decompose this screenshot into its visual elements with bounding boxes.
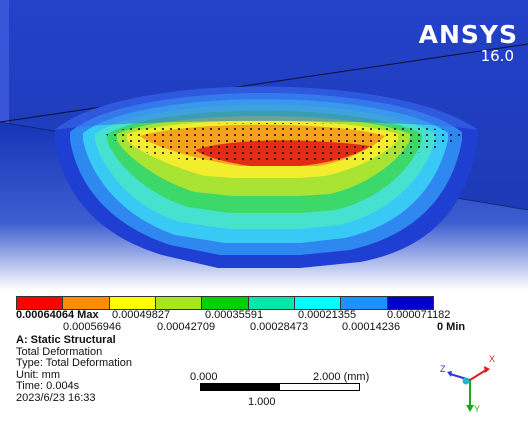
result-time: Time: 0.004s: [16, 380, 80, 393]
legend-label: 0.00056946: [63, 321, 122, 333]
block-edge-line: [0, 43, 528, 123]
block-edge: [0, 0, 9, 123]
legend-swatch: [17, 297, 64, 309]
y-arrow-icon: [466, 405, 474, 412]
z-label: Z: [440, 364, 446, 374]
color-legend: [16, 296, 434, 310]
analysis-title: A: Static Structural: [16, 334, 116, 346]
x-axis: [469, 369, 487, 381]
triad-origin: [462, 377, 470, 385]
legend-min-label: 0 Min: [437, 321, 466, 333]
scale-bar: [200, 383, 360, 391]
legend-label: 0.00035591: [205, 309, 264, 321]
x-arrow-icon: [484, 366, 490, 373]
axis-triad[interactable]: X Y Z: [438, 350, 498, 415]
result-name: Total Deformation: [16, 345, 103, 358]
brand-version: 16.0: [480, 47, 514, 65]
legend-swatch: [294, 297, 342, 309]
x-label: X: [489, 354, 495, 364]
legend-label: 0.00042709: [157, 321, 216, 333]
scale-right-label: 2.000 (mm): [313, 371, 370, 383]
result-unit: Unit: mm: [16, 368, 60, 381]
scale-mid-label: 1.000: [248, 396, 276, 408]
perforated-plate: [103, 123, 468, 164]
z-arrow-icon: [447, 371, 452, 377]
result-date: 2023/6/23 16:33: [16, 391, 96, 404]
legend-label: 0.00021355: [298, 309, 357, 321]
y-label: Y: [474, 404, 480, 414]
legend-swatch: [202, 297, 249, 309]
legend-swatch: [248, 297, 295, 309]
legend-label: 0.00014236: [342, 321, 401, 333]
brand-name: ANSYS: [418, 20, 518, 49]
legend-swatch: [387, 297, 433, 309]
legend-max-label: 0.00064064 Max: [16, 309, 99, 321]
legend-label: 0.000071182: [387, 309, 451, 321]
legend-swatch: [63, 297, 110, 309]
legend-label: 0.00028473: [250, 321, 309, 333]
ansys-logo: ANSYS 16.0: [418, 20, 518, 65]
legend-swatch: [155, 297, 203, 309]
scale-left-label: 0.000: [190, 371, 218, 383]
legend-swatch: [341, 297, 388, 309]
legend-swatch: [109, 297, 156, 309]
legend-label: 0.00049827: [112, 309, 171, 321]
result-info: A: Static Structural Total Deformation T…: [16, 334, 132, 405]
result-type: Type: Total Deformation: [16, 357, 132, 370]
